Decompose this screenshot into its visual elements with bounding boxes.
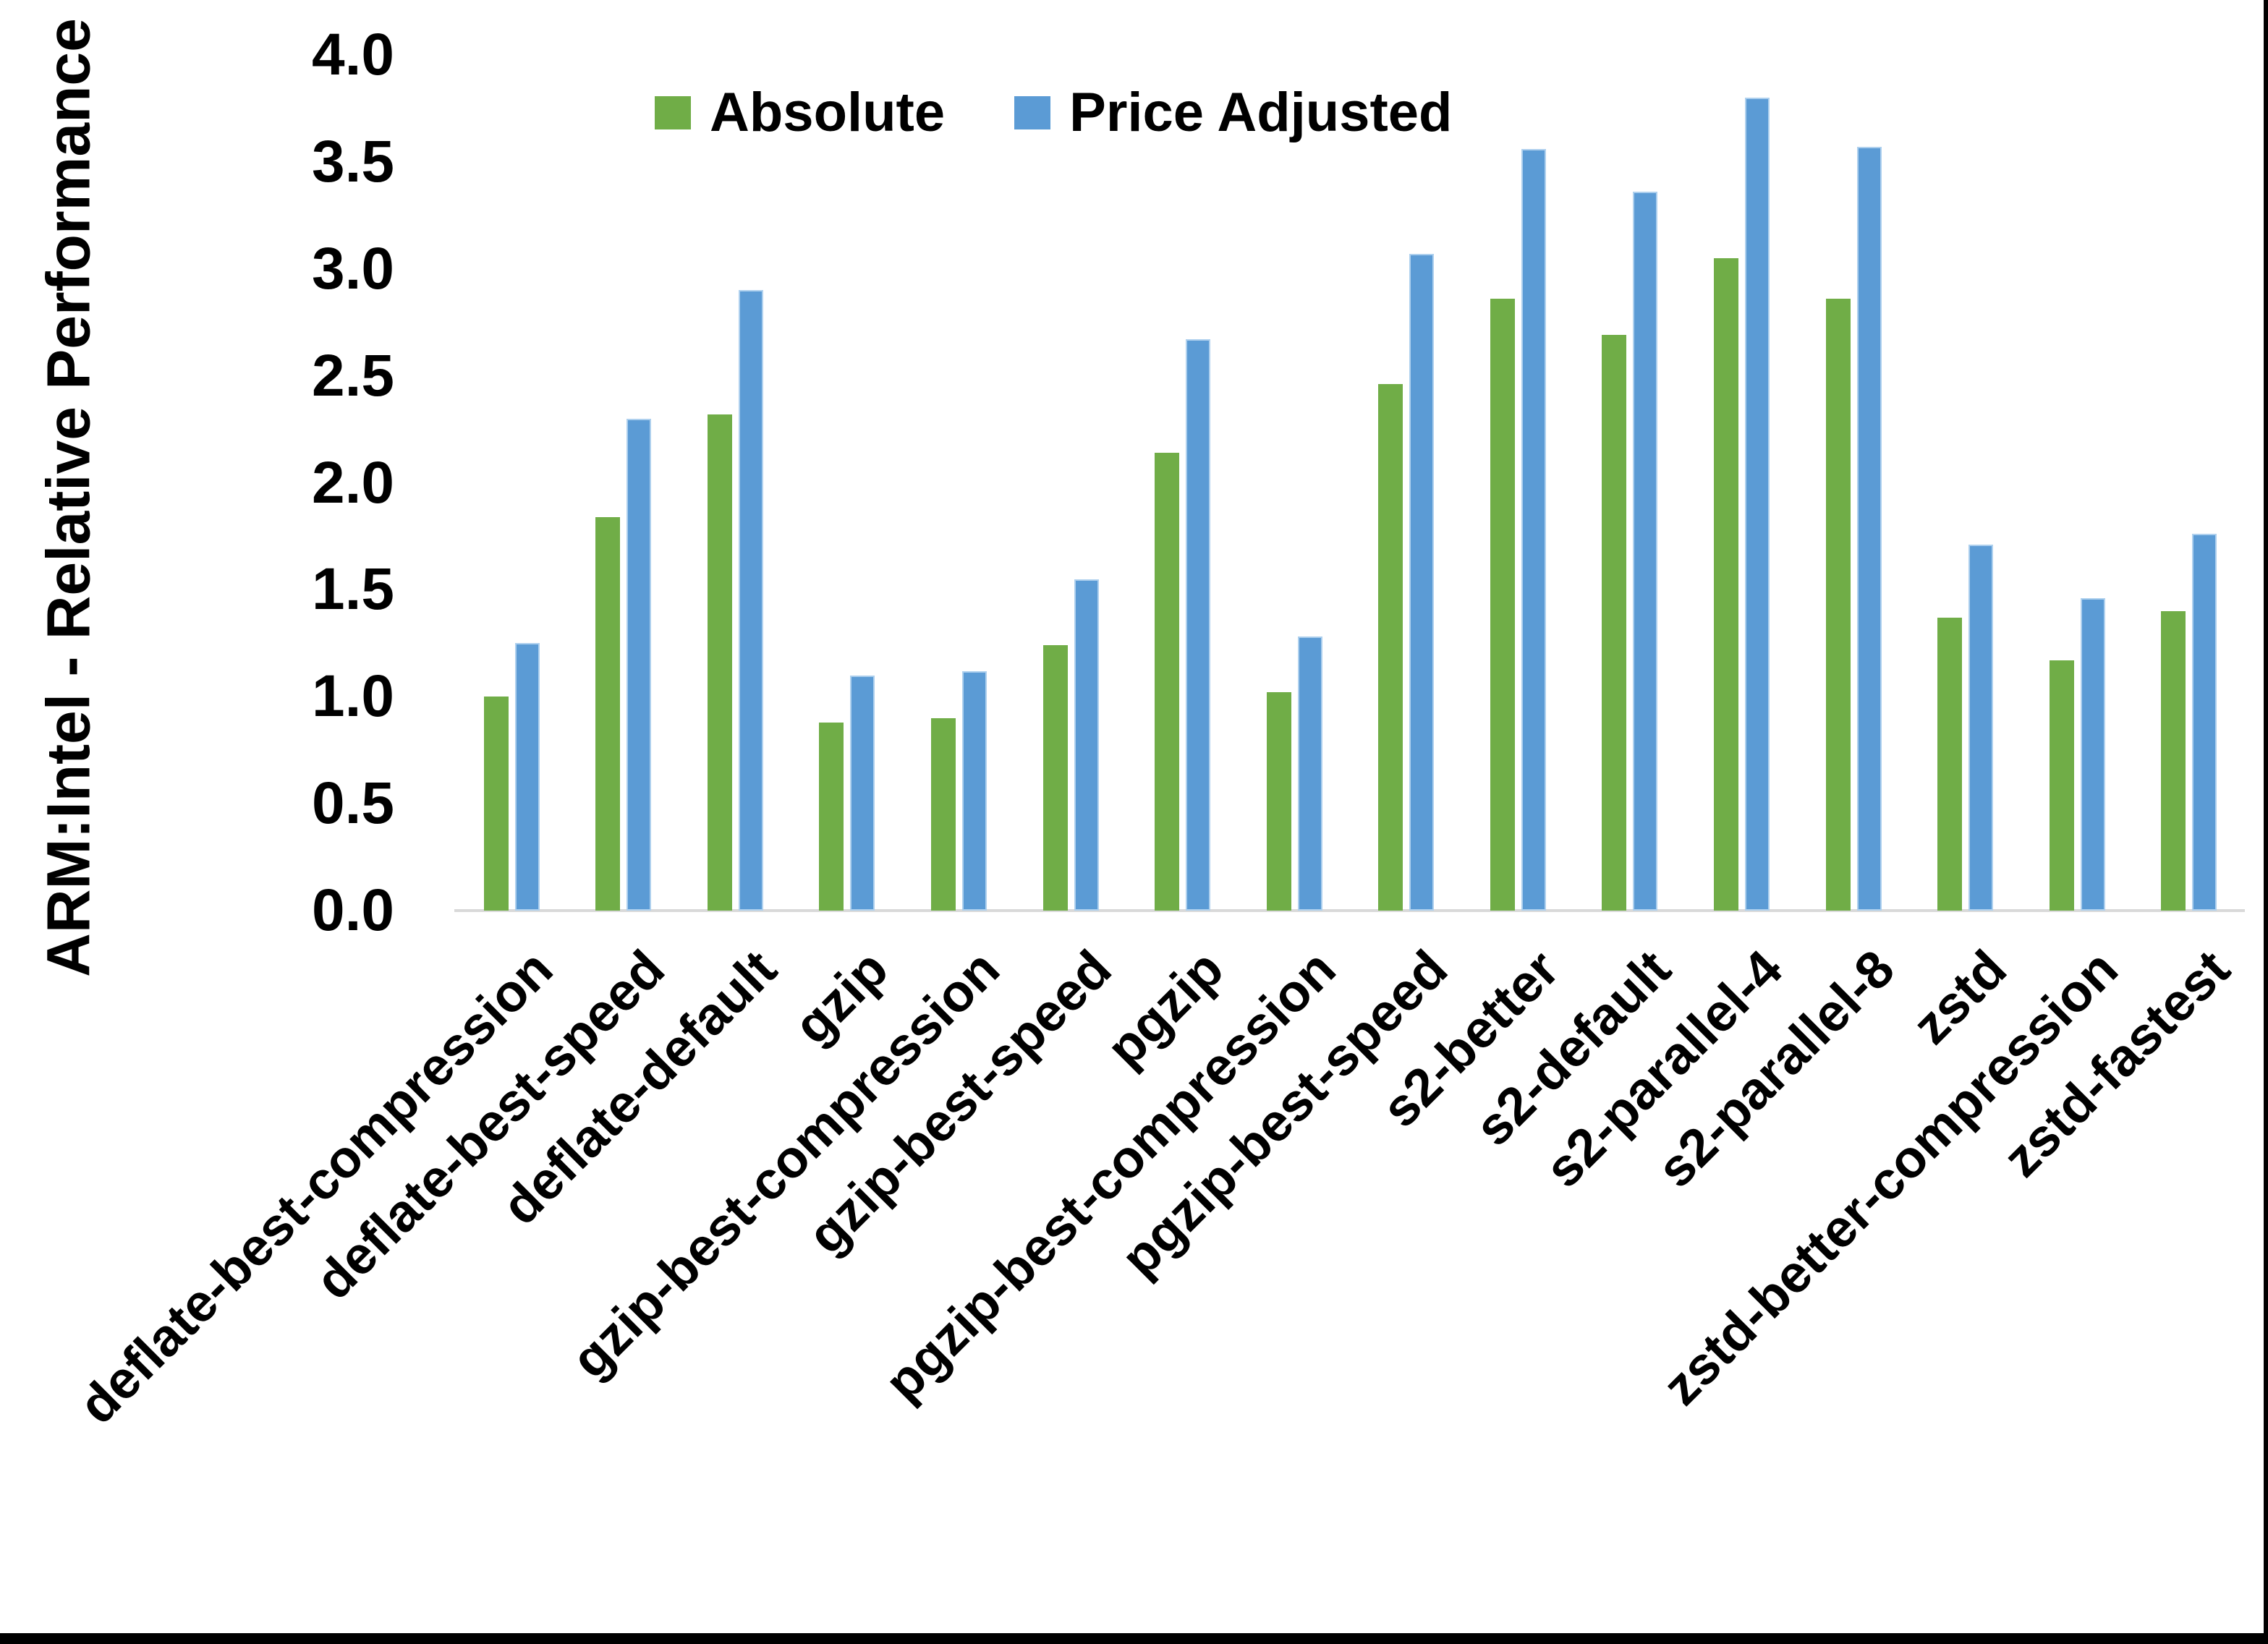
x-category-label: deflate-best-compression (67, 939, 564, 1436)
bar-price-adjusted (1968, 545, 1994, 911)
figure-right-border (2264, 0, 2268, 1644)
bar-absolute (707, 414, 732, 911)
x-axis-line (454, 909, 2245, 912)
bar-absolute (1713, 257, 1738, 911)
y-tick-label: 0.0 (312, 877, 394, 943)
y-tick-label: 4.0 (312, 22, 394, 88)
bar-price-adjusted (962, 670, 988, 911)
figure-bottom-border (0, 1633, 2268, 1644)
bar-absolute (595, 516, 621, 911)
legend-swatch-absolute (655, 95, 691, 129)
bar-price-adjusted (1521, 149, 1546, 911)
bar-price-adjusted (1633, 192, 1658, 911)
bar-absolute (2161, 610, 2186, 911)
bar-price-adjusted (1074, 579, 1099, 911)
y-tick-label: 0.5 (312, 770, 394, 837)
bar-absolute (931, 717, 956, 911)
bar-absolute (1490, 299, 1515, 911)
legend-label-price-adjusted: Price Adjusted (1069, 82, 1453, 143)
bar-absolute (1042, 645, 1068, 911)
y-tick-label: 3.5 (312, 128, 394, 195)
bar-absolute (2049, 660, 2074, 911)
bar-price-adjusted (1186, 339, 1211, 911)
legend-label-absolute: Absolute (710, 82, 946, 143)
bar-absolute (1266, 692, 1291, 911)
bar-price-adjusted (514, 643, 540, 911)
y-tick-label: 1.5 (312, 556, 394, 623)
legend-swatch-price-adjusted (1014, 95, 1051, 129)
bar-price-adjusted (2192, 534, 2217, 911)
bar-absolute (1937, 617, 1963, 911)
y-tick-label: 2.5 (312, 342, 394, 409)
bar-absolute (1602, 335, 1627, 911)
y-tick-label: 2.0 (312, 449, 394, 516)
bar-price-adjusted (2080, 598, 2105, 911)
y-tick-label: 3.0 (312, 235, 394, 302)
legend: Absolute Price Adjusted (655, 81, 1452, 144)
bar-absolute (483, 697, 509, 911)
bar-absolute (819, 722, 844, 911)
bar-price-adjusted (738, 290, 763, 911)
bar-price-adjusted (850, 675, 875, 911)
bar-absolute (1155, 453, 1180, 911)
bar-price-adjusted (1744, 98, 1770, 911)
bar-absolute (1378, 384, 1403, 911)
y-tick-label: 1.0 (312, 663, 394, 730)
bar-absolute (1825, 299, 1851, 911)
bar-price-adjusted (627, 418, 652, 911)
bar-price-adjusted (1297, 636, 1322, 911)
bar-price-adjusted (1856, 147, 1882, 911)
bar-price-adjusted (1409, 254, 1435, 911)
